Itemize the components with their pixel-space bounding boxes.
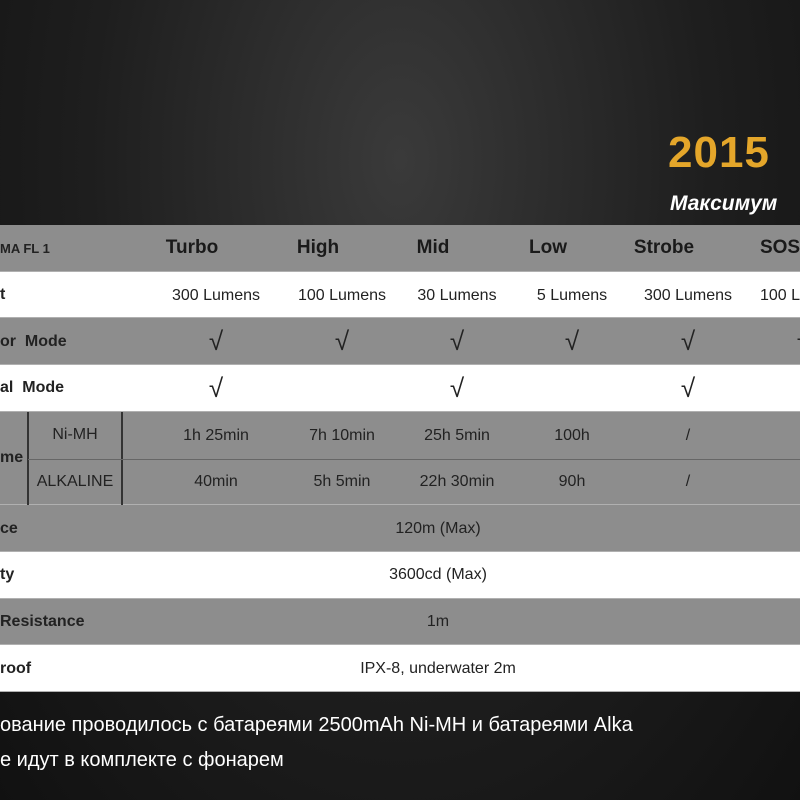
divider <box>27 411 29 506</box>
row <box>0 271 800 319</box>
cell-value: 90h <box>558 473 586 491</box>
row <box>0 505 800 552</box>
cell-value: / <box>725 459 800 506</box>
check-mark: √ <box>725 318 800 365</box>
cell-value: / <box>725 412 800 459</box>
footer-line: ование проводилось с батареями 2500mAh N… <box>0 714 633 736</box>
sub-label: ALKALINE <box>36 472 114 490</box>
cell-value: 3600cd (Max) <box>389 566 487 584</box>
column-header: Low <box>529 237 567 259</box>
column-header: Turbo <box>165 237 219 259</box>
cell-value: 7h 10min <box>309 426 375 444</box>
cell-value: 100 Lumens <box>759 286 800 304</box>
column-header: High <box>296 237 340 259</box>
row-label: al Mode <box>0 379 65 397</box>
cell-value: / <box>685 426 691 444</box>
cell-value: 1m <box>426 612 450 630</box>
row <box>0 598 800 646</box>
subtitle: Максимум <box>670 192 778 215</box>
check-mark: √ <box>449 326 465 357</box>
cell-value: IPX-8, underwater 2m <box>360 659 516 677</box>
divider <box>121 411 123 506</box>
row-label: ty <box>0 566 15 584</box>
row-label: Resistance <box>0 612 85 630</box>
cell-value: 100h <box>554 426 590 444</box>
row <box>0 645 800 692</box>
row <box>0 411 800 506</box>
row <box>0 551 800 599</box>
check-mark: √ <box>208 326 224 357</box>
check-mark: √ <box>334 326 350 357</box>
column-header: SOS <box>759 237 800 259</box>
check-mark: √ <box>208 372 224 403</box>
cell-value: 25h 5min <box>424 426 490 444</box>
cell-value: 30 Lumens <box>417 286 497 304</box>
row <box>0 318 800 366</box>
cell-value: 120m (Max) <box>395 519 481 537</box>
cell-value: 100 Lumens <box>297 286 387 304</box>
cell-value: 300 Lumens <box>643 286 733 304</box>
row-label: roof <box>0 659 32 677</box>
cell-value: 22h 30min <box>419 473 495 491</box>
check-mark: √ <box>680 372 696 403</box>
cell-value: 40min <box>194 473 238 491</box>
cell-value: 300 Lumens <box>171 286 261 304</box>
cell-value: / <box>685 473 691 491</box>
row-label: me <box>0 449 24 467</box>
cell-value: 1h 25min <box>183 426 249 444</box>
header-row <box>0 225 800 272</box>
row-label: t <box>0 286 6 304</box>
cell-value: 5 Lumens <box>536 286 608 304</box>
divider <box>28 458 800 460</box>
row <box>0 365 800 412</box>
column-header: Strobe <box>633 237 695 259</box>
title: 2015 <box>668 128 770 177</box>
footer-line: е идут в комплекте с фонарем <box>0 749 284 771</box>
column-header: Mid <box>416 237 450 259</box>
column-header: MA FL 1 <box>0 240 50 256</box>
check-mark: √ <box>680 326 696 357</box>
check-mark: √ <box>564 326 580 357</box>
sub-label: Ni-MH <box>52 426 98 444</box>
cell-value: 5h 5min <box>313 473 371 491</box>
check-mark: √ <box>449 372 465 403</box>
row-label: ce <box>0 519 18 537</box>
spec-table: MA FL 1 Turbo High Mid Low Strobe SOS t 300 Lume… <box>0 225 800 692</box>
row-label: or Mode <box>0 332 67 350</box>
